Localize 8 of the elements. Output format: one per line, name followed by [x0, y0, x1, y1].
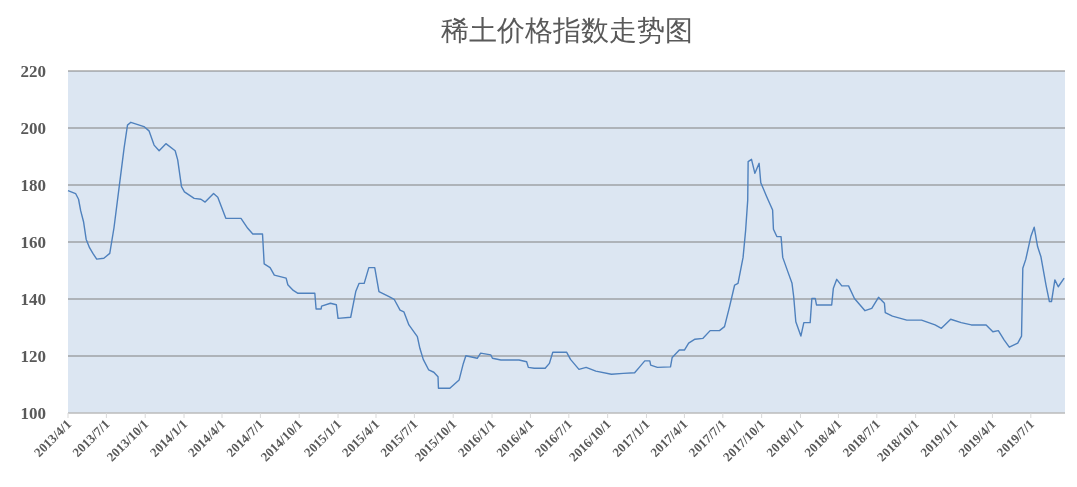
- y-tick-label: 140: [20, 290, 46, 309]
- y-tick-label: 120: [20, 347, 46, 366]
- y-tick-label: 180: [20, 176, 46, 195]
- y-tick-label: 220: [20, 62, 46, 81]
- y-tick-label: 160: [20, 233, 46, 252]
- y-tick-label: 100: [20, 404, 46, 423]
- chart-title: 稀土价格指数走势图: [440, 14, 693, 47]
- y-tick-label: 200: [20, 119, 46, 138]
